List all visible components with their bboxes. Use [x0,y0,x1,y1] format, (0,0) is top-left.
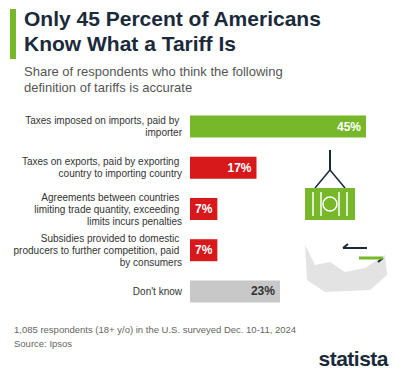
svg-text:23%: 23% [251,284,275,298]
svg-text:producers to further competiti: producers to further competition, paid [14,245,182,256]
svg-text:Taxes imposed on imports, paid: Taxes imposed on imports, paid by [25,115,182,126]
svg-text:Taxes on exports, paid by expo: Taxes on exports, paid by exporting [22,156,182,167]
html-text:Share of respondents who think: Share of respondents who think the follo… [24,64,283,95]
svg-text:7%: 7% [195,243,213,257]
html-text:statista: statista [318,347,388,370]
html-text:Source: Ipsos: Source: Ipsos [14,338,73,349]
svg-text:Don't know: Don't know [133,286,183,297]
svg-text:7%: 7% [195,202,213,216]
svg-text:Subsidies provided to domestic: Subsidies provided to domestic [41,233,182,244]
svg-text:45%: 45% [337,120,361,134]
svg-text:importer: importer [145,127,182,138]
svg-text:by consumers: by consumers [120,257,182,268]
html-text:Only 45 Percent of Americans K: Only 45 Percent of Americans Know What a… [24,7,321,55]
svg-text:limits incurs penalties: limits incurs penalties [87,216,182,227]
svg-text:17%: 17% [227,161,251,175]
html-text:1,085 respondents (18+ y/o) in: 1,085 respondents (18+ y/o) in the U.S. … [14,324,297,335]
svg-text:country to importing country: country to importing country [59,168,182,179]
svg-text:Agreements between countries: Agreements between countries [41,192,182,203]
svg-text:limiting trade quantity, excee: limiting trade quantity, exceeding [34,204,182,215]
